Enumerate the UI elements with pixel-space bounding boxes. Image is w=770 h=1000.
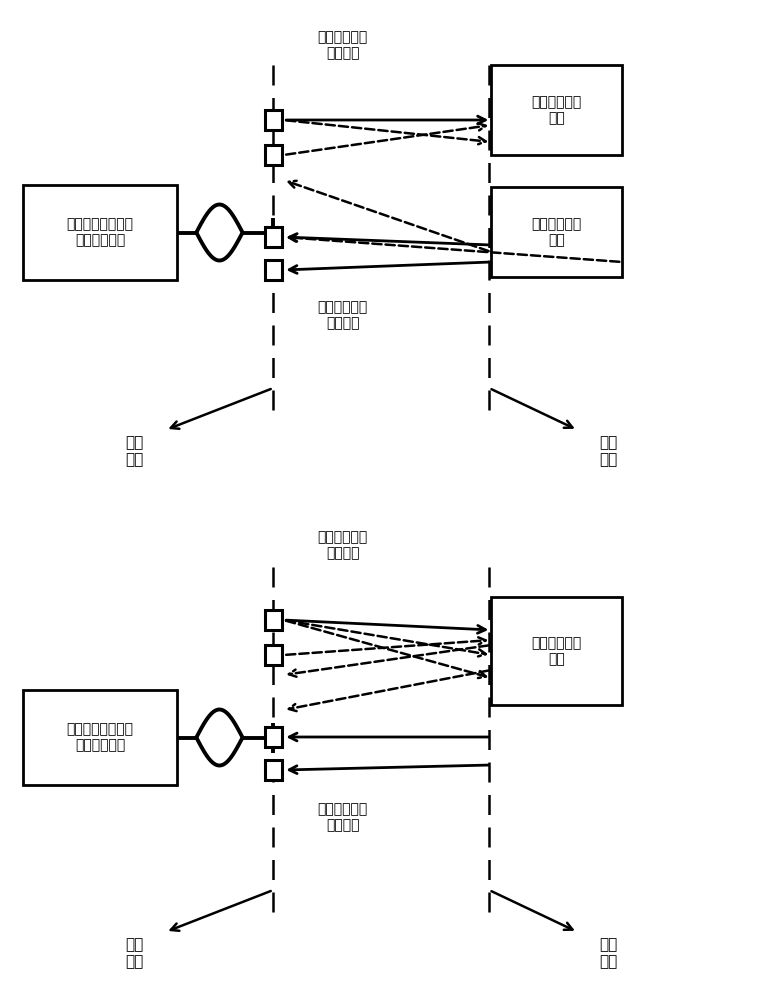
Bar [265, 260, 282, 280]
Bar [265, 645, 282, 665]
Bar [265, 760, 282, 780]
Bar [491, 187, 622, 277]
Text: 测试端口（接
收通道）: 测试端口（接 收通道） [317, 300, 368, 330]
Bar [491, 65, 622, 155]
Text: 测试端口（发
射通道）: 测试端口（发 射通道） [317, 530, 368, 560]
Bar [265, 610, 282, 630]
Text: 微波半导体器件多
参数测试设备: 微波半导体器件多 参数测试设备 [66, 722, 134, 753]
Bar [265, 145, 282, 165]
Bar [265, 727, 282, 747]
Text: 测试端口（接
收通道）: 测试端口（接 收通道） [317, 802, 368, 832]
Text: 信号接收校准
设备: 信号接收校准 设备 [531, 217, 582, 247]
Text: 信号功率校准
设备: 信号功率校准 设备 [531, 95, 582, 125]
Text: 散射参数校准
设备: 散射参数校准 设备 [531, 636, 582, 666]
Bar [265, 110, 282, 130]
Text: 校准
端面: 校准 端面 [599, 435, 618, 467]
Bar [23, 185, 177, 280]
Text: 校准
端面: 校准 端面 [599, 937, 618, 969]
Text: 测试
端面: 测试 端面 [126, 937, 144, 969]
Bar [265, 227, 282, 247]
Text: 测试端口（发
射通道）: 测试端口（发 射通道） [317, 30, 368, 60]
Bar [491, 597, 622, 705]
Text: 微波半导体器件多
参数测试设备: 微波半导体器件多 参数测试设备 [66, 217, 134, 248]
Text: 测试
端面: 测试 端面 [126, 435, 144, 467]
Bar [23, 690, 177, 785]
